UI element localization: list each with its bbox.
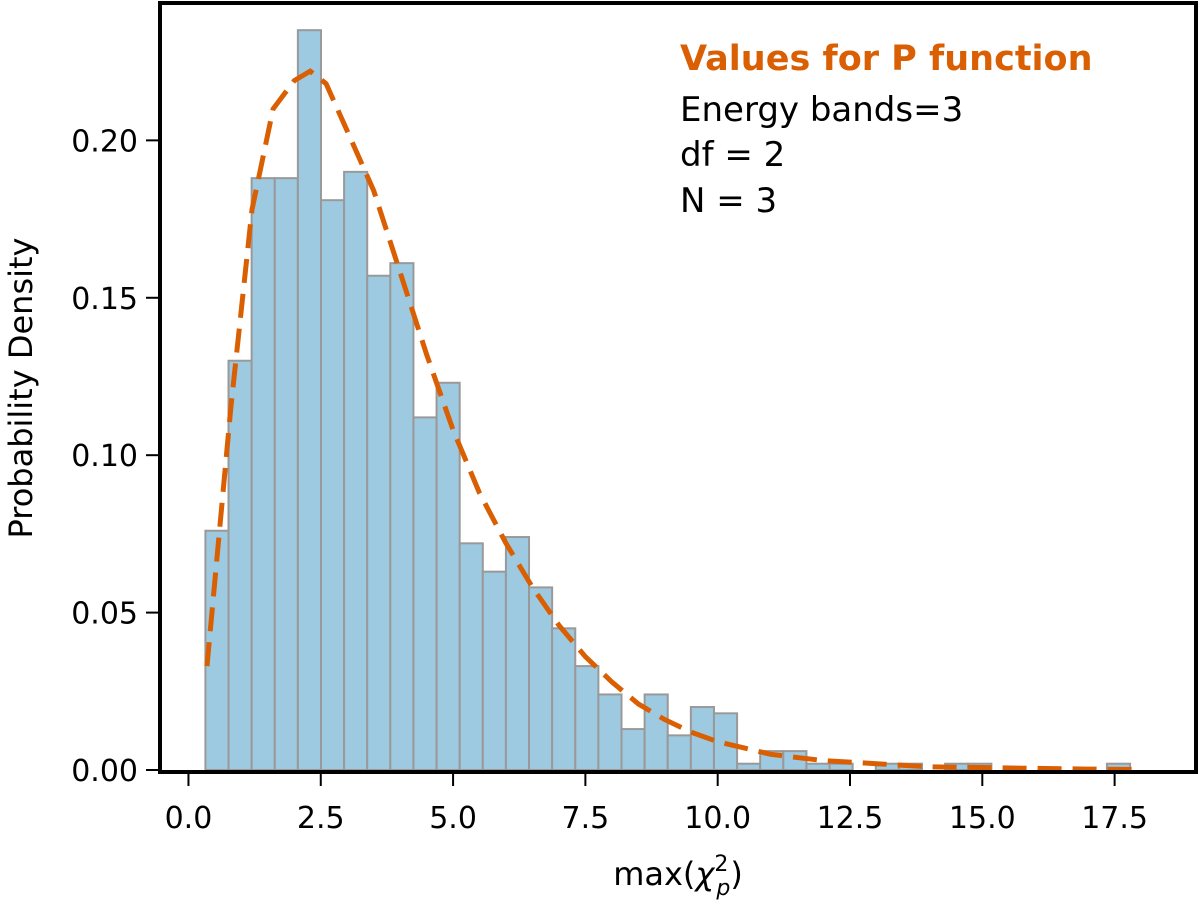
annotation-box: Values for P function Energy bands=3 df … <box>680 39 1093 221</box>
histogram-bar <box>412 416 438 771</box>
y-tick-label: 0.15 <box>71 282 138 317</box>
p-function-curve-layer <box>204 68 1142 772</box>
y-axis-label: Probability Density <box>2 238 40 539</box>
histogram-bar <box>366 274 392 771</box>
annotation-line-energy-bands: Energy bands=3 <box>680 90 963 130</box>
histogram-bars <box>204 29 1132 772</box>
histogram-bar <box>666 734 692 771</box>
histogram-bar <box>389 262 415 771</box>
x-tick-label: 5.0 <box>429 801 477 836</box>
histogram-bar <box>597 693 623 772</box>
plot-frame <box>158 1 1198 774</box>
histogram-bar <box>736 762 762 771</box>
x-tick-label: 12.5 <box>817 801 884 836</box>
y-tick-label: 0.00 <box>71 754 138 789</box>
histogram-bar <box>551 627 577 771</box>
histogram-bar <box>343 170 369 771</box>
x-axis-ticks: 0.0 2.5 5.0 7.5 10.0 12.5 15.0 17.5 <box>165 774 1148 836</box>
x-tick-label: 7.5 <box>562 801 610 836</box>
annotation-title: Values for P function <box>680 39 1093 79</box>
histogram-bar <box>643 693 669 772</box>
histogram-bar <box>458 542 484 771</box>
y-axis-ticks: 0.00 0.05 0.10 0.15 0.20 <box>71 124 158 789</box>
histogram-bar <box>620 728 646 772</box>
x-tick-label: 15.0 <box>949 801 1016 836</box>
histogram-bar <box>250 177 276 772</box>
x-tick-label: 0.0 <box>165 801 213 836</box>
histogram-bar <box>273 177 299 772</box>
histogram-bar <box>805 762 831 771</box>
annotation-line-n: N = 3 <box>680 181 777 221</box>
y-tick-label: 0.10 <box>71 439 138 474</box>
annotation-line-df: df = 2 <box>680 135 785 175</box>
histogram-bar <box>828 762 854 771</box>
y-tick-label: 0.20 <box>71 124 138 159</box>
histogram-bar <box>574 665 600 771</box>
x-tick-label: 17.5 <box>1081 801 1148 836</box>
y-tick-label: 0.05 <box>71 597 138 632</box>
x-tick-label: 2.5 <box>297 801 345 836</box>
histogram-bar <box>296 29 322 772</box>
histogram-bar <box>319 199 346 771</box>
p-function-curve <box>204 68 1142 772</box>
x-axis-label: max(χ2 p) <box>613 852 743 901</box>
x-tick-label: 10.0 <box>684 801 751 836</box>
histogram-bar <box>481 570 507 772</box>
